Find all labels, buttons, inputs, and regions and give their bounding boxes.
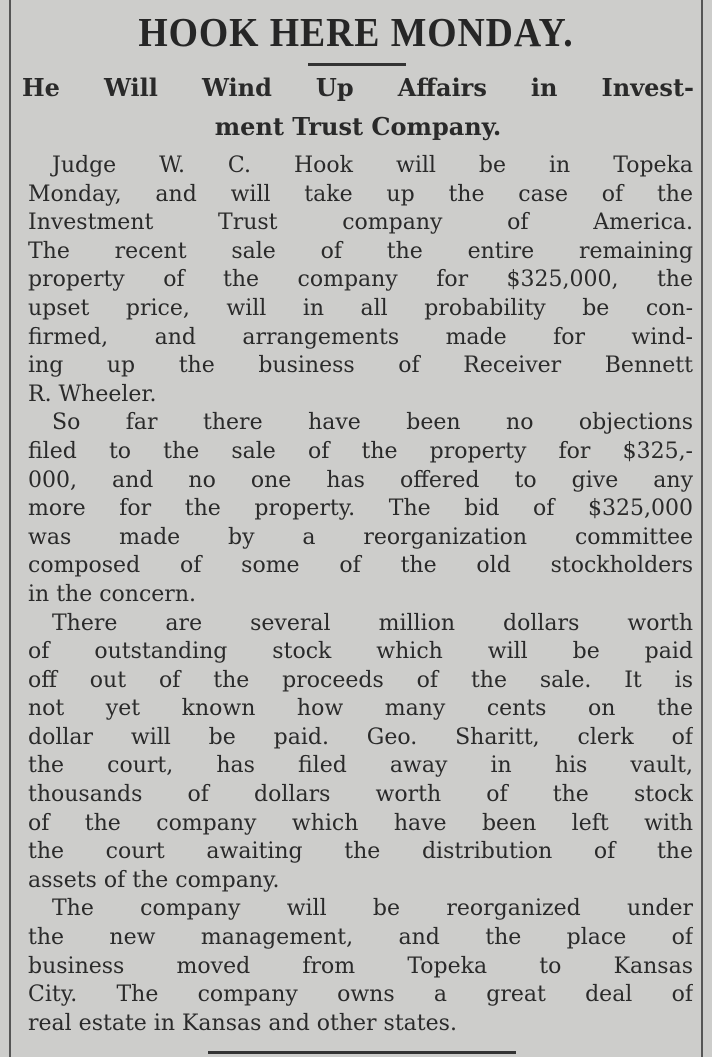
text-line: Monday, and will take up the case of the xyxy=(28,181,693,207)
text-line: thousands of dollars worth of the stock xyxy=(28,782,693,808)
text-line: upset price, will in all probability be … xyxy=(28,295,693,321)
paragraph: Judge W. C. Hook will be in Topeka Monday… xyxy=(28,152,693,409)
text-line: off out of the proceeds of the sale. It … xyxy=(28,667,693,693)
text-line: the new management, and the place of xyxy=(28,925,693,951)
text-line: business moved from Topeka to Kansas xyxy=(28,953,693,979)
text-line: in the concern. xyxy=(28,581,196,607)
text-line: more for the property. The bid of $325,0… xyxy=(28,496,693,522)
text-line: of the company which have been left with xyxy=(28,810,693,836)
text-line: firmed, and arrangements made for wind- xyxy=(28,324,693,350)
text-line: the court, has filed away in his vault, xyxy=(28,753,693,779)
text-line: The recent sale of the entire remaining xyxy=(28,238,693,264)
text-line: assets of the company. xyxy=(28,867,280,893)
left-column-rule xyxy=(9,0,11,1057)
article-body: Judge W. C. Hook will be in Topeka Monday… xyxy=(28,152,693,1038)
headline: HOOK HERE MONDAY. xyxy=(138,9,574,55)
text-line: So far there have been no objections xyxy=(52,410,693,436)
text-line: of outstanding stock which will be paid xyxy=(28,639,693,665)
text-line: ing up the business of Receiver Bennett xyxy=(28,353,693,379)
text-line: 000, and no one has offered to give any xyxy=(28,467,693,493)
text-line: The company will be reorganized under xyxy=(52,896,693,922)
text-line: the court awaiting the distribution of t… xyxy=(28,839,693,865)
subheadline-line-2: ment Trust Company. xyxy=(214,112,502,141)
text-line: filed to the sale of the property for $3… xyxy=(28,438,693,464)
text-line: not yet known how many cents on the xyxy=(28,696,693,722)
headline-divider xyxy=(308,63,406,66)
text-line: composed of some of the old stockholders xyxy=(28,553,693,579)
paragraph: There are several million dollars worth o… xyxy=(28,610,693,896)
paragraph: The company will be reorganized under the… xyxy=(28,895,693,1038)
text-line: dollar will be paid. Geo. Sharitt, clerk… xyxy=(28,724,693,750)
paragraph: So far there have been no objections file… xyxy=(28,409,693,609)
text-line: property of the company for $325,000, th… xyxy=(28,267,693,293)
text-line: There are several million dollars worth xyxy=(52,610,693,636)
text-line: Judge W. C. Hook will be in Topeka xyxy=(52,153,693,178)
right-column-rule xyxy=(701,0,703,1057)
text-line: City. The company owns a great deal of xyxy=(28,982,693,1008)
text-line: was made by a reorganization committee xyxy=(28,524,693,550)
text-line: real estate in Kansas and other states. xyxy=(28,1010,457,1036)
subheadline-line-1: He Will Wind Up Affairs in Invest- xyxy=(22,73,694,102)
text-line: R. Wheeler. xyxy=(28,381,157,407)
article-end-rule xyxy=(208,1051,516,1054)
text-line: Investment Trust company of America. xyxy=(28,210,693,236)
